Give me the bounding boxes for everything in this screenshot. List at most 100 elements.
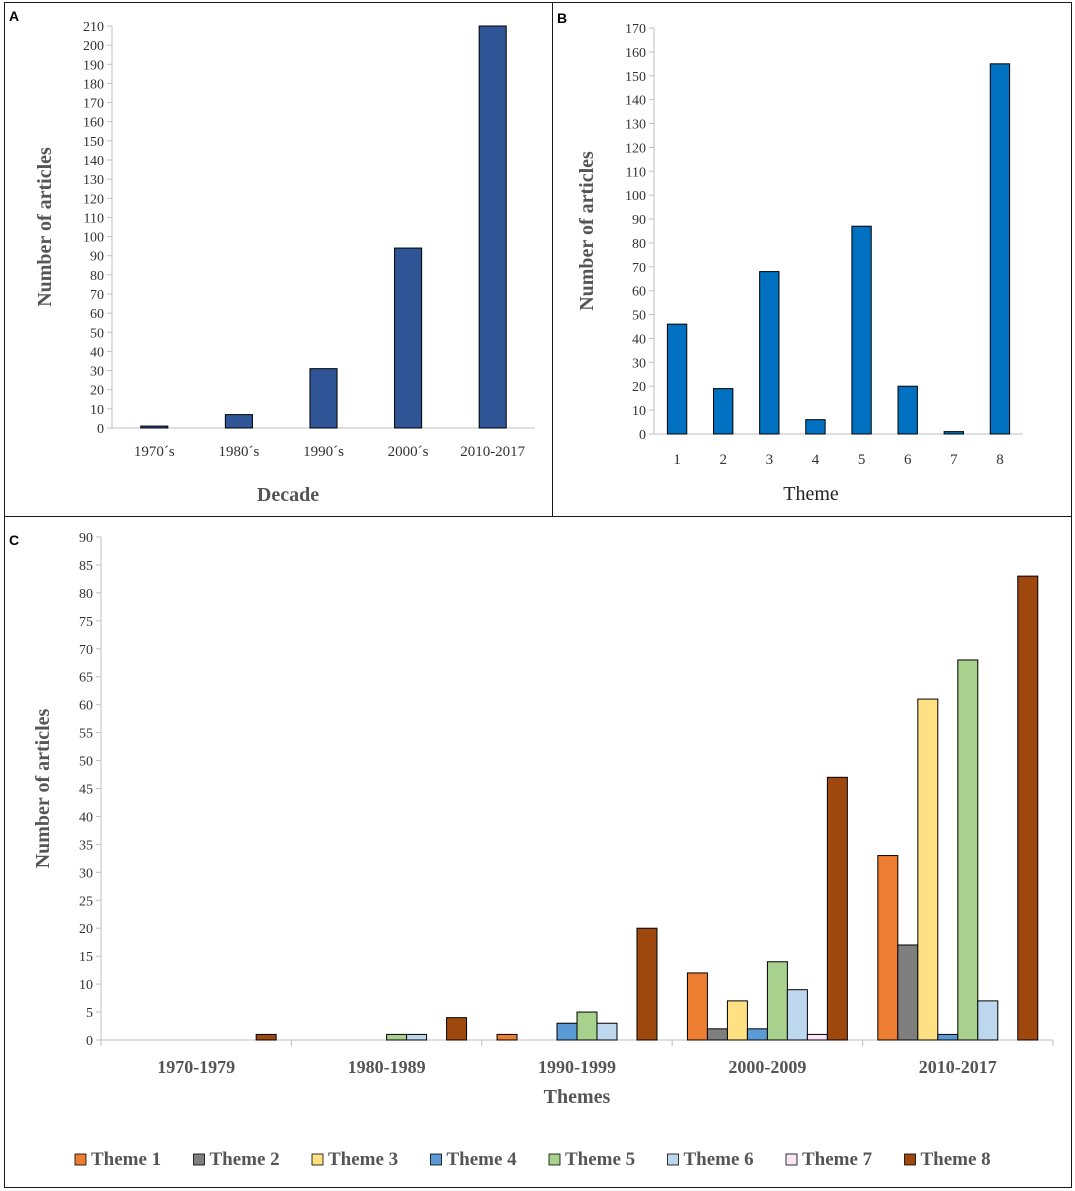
y-tick-label: 90 xyxy=(90,250,104,265)
bar-theme-2-2010-2017 xyxy=(897,944,919,1041)
bar-5 xyxy=(851,225,872,435)
y-tick-label: 50 xyxy=(90,326,104,341)
y-tick-label: 0 xyxy=(86,1034,93,1049)
y-tick-label: 110 xyxy=(626,165,646,180)
bar-theme-8-1980-1989 xyxy=(446,1017,468,1041)
y-tick-label: 40 xyxy=(90,345,104,360)
bar-2000´s xyxy=(394,247,423,429)
y-tick-label: 190 xyxy=(83,58,104,73)
bar-theme-4-2000-2009 xyxy=(746,1028,768,1041)
x-tick-label: 1970-1979 xyxy=(157,1057,235,1077)
x-tick-label: 6 xyxy=(904,452,912,468)
bar-1990´s xyxy=(309,368,338,429)
y-tick-label: 210 xyxy=(83,20,104,35)
y-tick-label: 15 xyxy=(79,950,93,965)
y-tick-label: 25 xyxy=(79,894,93,909)
y-tick-label: 5 xyxy=(86,1006,93,1021)
y-tick-label: 130 xyxy=(83,173,104,188)
x-tick-label: 1980´s xyxy=(218,444,259,460)
x-tick-label: 2000-2009 xyxy=(728,1057,806,1077)
panel-label: C xyxy=(9,532,19,548)
legend-label-theme-1: Theme 1 xyxy=(91,1149,161,1170)
legend-label-theme-8: Theme 8 xyxy=(921,1149,991,1170)
x-tick-label: 1990´s xyxy=(303,444,344,460)
y-tick-label: 120 xyxy=(625,141,646,156)
bar-theme-5-1990-1999 xyxy=(576,1011,598,1041)
legend-label-theme-4: Theme 4 xyxy=(447,1149,518,1170)
bar-1970´s xyxy=(140,425,169,429)
chart-c: C 0 5 10 15 20 25 30 35 40 45 50 55 60 65 70 75 80 85 90 197… xyxy=(9,531,1054,1170)
x-tick-label: 8 xyxy=(996,452,1004,468)
y-tick-label: 70 xyxy=(79,643,93,658)
y-tick-label: 100 xyxy=(83,231,104,246)
legend-label-theme-5: Theme 5 xyxy=(565,1149,635,1170)
x-tick-label: 5 xyxy=(858,452,866,468)
y-tick-label: 10 xyxy=(79,978,93,993)
legend-swatch-theme-6 xyxy=(667,1153,679,1166)
legend-swatch-theme-3 xyxy=(311,1153,324,1166)
y-tick-label: 150 xyxy=(625,70,646,85)
y-tick-label: 30 xyxy=(632,356,646,371)
bar-theme-6-2010-2017 xyxy=(977,1000,999,1041)
x-tick-label: 1970´s xyxy=(134,444,175,460)
y-tick-label: 45 xyxy=(79,783,93,798)
y-tick-label: 30 xyxy=(90,365,104,380)
bar-8 xyxy=(989,63,1011,435)
chart-b: B010203040506070809010011012013014015016… xyxy=(557,10,1023,505)
y-tick-label: 60 xyxy=(79,699,93,714)
y-axis-title: Number of articles xyxy=(34,147,56,307)
y-tick-label: 120 xyxy=(83,192,104,207)
bar-7 xyxy=(943,431,964,435)
y-tick-label: 170 xyxy=(83,97,104,112)
x-tick-label: 1990-1999 xyxy=(538,1057,616,1077)
y-tick-label: 30 xyxy=(79,866,93,881)
bar-theme-2-2000-2009 xyxy=(706,1028,728,1041)
y-tick-label: 110 xyxy=(84,211,104,226)
bar-1 xyxy=(666,323,688,435)
bar-theme-1-2000-2009 xyxy=(686,972,708,1041)
x-axis-title: Theme xyxy=(783,483,839,505)
y-tick-label: 50 xyxy=(79,755,93,770)
y-tick-label: 180 xyxy=(83,77,104,92)
bar-theme-6-2000-2009 xyxy=(786,989,808,1041)
bar-theme-3-2010-2017 xyxy=(917,698,939,1041)
legend-label-theme-2: Theme 2 xyxy=(210,1149,280,1170)
bar-theme-4-1990-1999 xyxy=(556,1022,578,1041)
legend-swatch-theme-5 xyxy=(548,1153,561,1166)
y-tick-label: 55 xyxy=(79,727,93,742)
legend-label-theme-3: Theme 3 xyxy=(328,1149,398,1170)
y-tick-label: 60 xyxy=(632,285,646,300)
panel-label: B xyxy=(557,10,567,26)
legend-swatch-theme-1 xyxy=(74,1153,87,1166)
y-axis-title: Number of articles xyxy=(576,151,598,311)
y-tick-label: 65 xyxy=(79,671,93,686)
bar-theme-8-1970-1979 xyxy=(255,1033,277,1041)
y-tick-label: 80 xyxy=(90,269,104,284)
y-axis-title: Number of articles xyxy=(32,708,54,868)
x-tick-label: 1980-1989 xyxy=(348,1057,426,1077)
x-tick-label: 2 xyxy=(719,452,727,468)
x-tick-label: 2000´s xyxy=(388,444,429,460)
legend-swatch-theme-4 xyxy=(430,1153,442,1166)
legend-label-theme-7: Theme 7 xyxy=(802,1149,873,1170)
bar-4 xyxy=(805,419,826,435)
x-tick-label: 2010-2017 xyxy=(460,444,525,460)
legend-swatch-theme-2 xyxy=(193,1153,205,1166)
bar-2 xyxy=(713,388,734,435)
x-tick-label: 3 xyxy=(766,452,774,468)
bar-theme-8-2010-2017 xyxy=(1017,575,1039,1041)
y-tick-label: 75 xyxy=(79,615,93,630)
bar-1980´s xyxy=(224,414,253,429)
legend-swatch-theme-7 xyxy=(785,1153,798,1166)
x-tick-label: 2010-2017 xyxy=(919,1057,997,1077)
x-axis-title: Decade xyxy=(257,484,319,506)
y-tick-label: 150 xyxy=(83,135,104,150)
x-tick-label: 7 xyxy=(950,452,958,468)
y-tick-label: 40 xyxy=(79,810,93,825)
y-tick-label: 70 xyxy=(632,261,646,276)
bar-6 xyxy=(897,385,918,435)
y-tick-label: 100 xyxy=(625,189,646,204)
x-tick-label: 1 xyxy=(673,452,681,468)
y-tick-label: 85 xyxy=(79,559,93,574)
y-tick-label: 200 xyxy=(83,39,104,54)
